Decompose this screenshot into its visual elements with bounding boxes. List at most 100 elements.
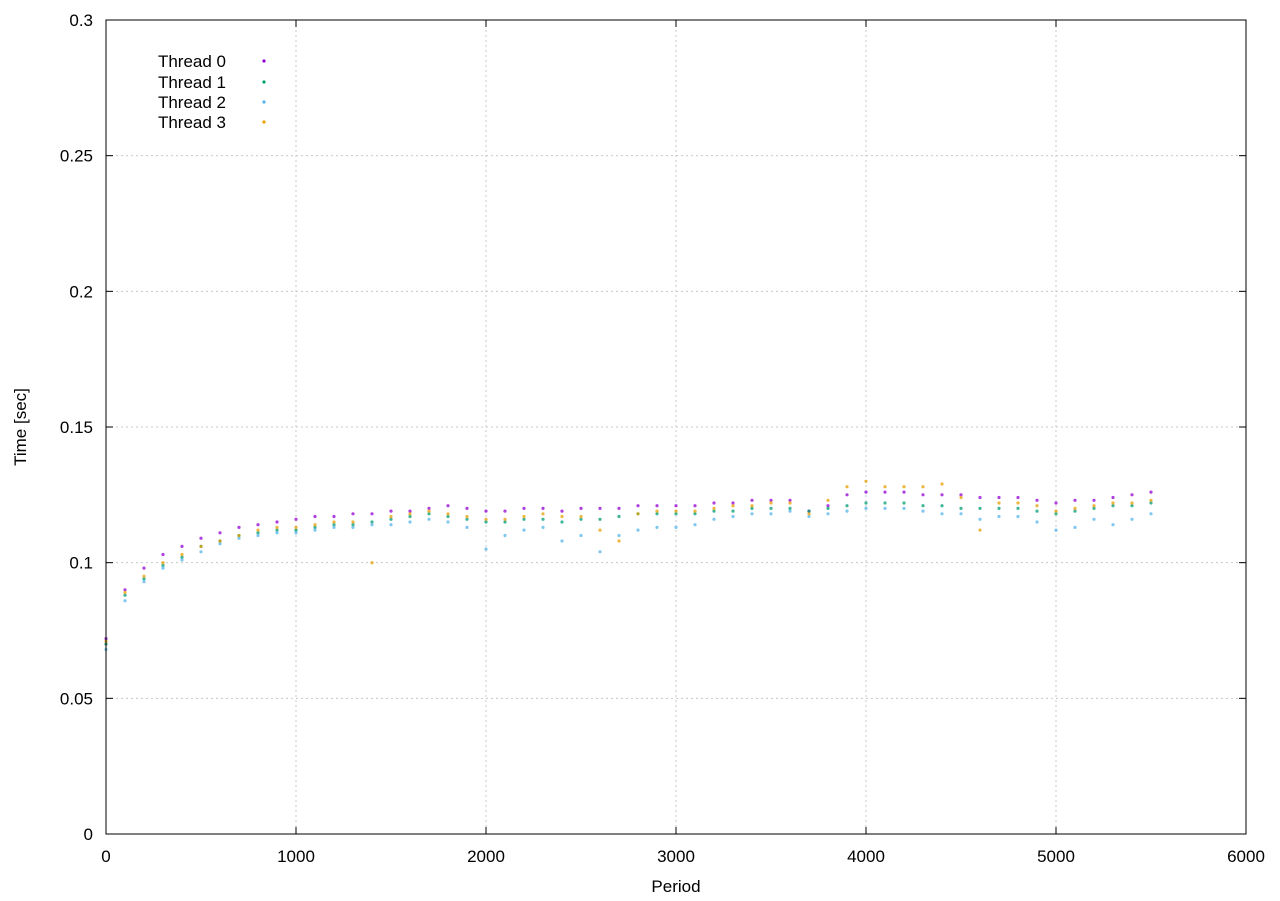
data-point [959,512,963,516]
data-point [503,509,507,513]
series-thread-0 [104,490,1153,641]
data-point [598,550,602,554]
data-point [427,517,431,521]
data-point [1149,501,1153,505]
data-point [503,533,507,538]
data-point [1035,504,1039,508]
data-point [902,485,906,489]
data-point [541,525,545,530]
data-point [313,525,317,530]
data-point [826,506,830,510]
data-point [1130,493,1134,497]
data-point [123,590,127,595]
data-point [218,539,222,543]
data-point [807,514,811,519]
data-point [940,493,944,497]
grid-lines [106,20,1246,834]
data-point [1016,506,1020,510]
x-tick-label: 4000 [847,847,885,866]
data-point [1111,501,1115,505]
data-point [617,539,621,543]
data-point [503,520,507,524]
data-point [826,512,830,516]
data-point [389,509,393,513]
data-point [370,512,374,516]
y-tick-label: 0.1 [69,554,93,573]
data-point [788,509,792,513]
axis-ticks [105,19,1247,835]
legend: Thread 0 Thread 1 Thread 2 Thread 3 [158,52,266,132]
data-point [351,512,355,516]
data-point [1149,490,1153,494]
data-point [655,509,659,513]
data-point [902,506,906,510]
data-point [750,506,754,510]
data-point [484,509,488,513]
data-point [674,504,678,508]
data-point [940,504,944,508]
data-point [560,520,564,524]
data-point [731,509,735,513]
data-point [237,536,241,540]
data-point [313,523,317,527]
data-point [332,523,336,527]
data-point [446,520,450,524]
series-thread-1 [104,501,1153,646]
x-tick-label: 2000 [467,847,505,866]
data-point [123,588,127,592]
data-point [769,501,773,505]
data-point [883,490,887,494]
data-point [693,523,697,527]
series-thread-3 [104,479,1153,644]
data-point [541,517,545,521]
data-point [978,517,982,521]
data-point [1035,520,1039,524]
data-point [313,528,317,532]
data-point [142,580,146,584]
data-point [1130,501,1134,505]
data-point [1073,498,1077,502]
data-point [959,495,963,500]
data-point [883,506,887,510]
data-point [161,563,165,568]
data-point [294,517,298,521]
data-point [940,512,944,516]
data-point [712,506,716,510]
data-point [978,495,982,500]
data-point [123,599,127,603]
data-point [389,523,393,527]
data-point [997,506,1001,510]
data-point [769,506,773,510]
data-point [142,574,146,578]
data-point [579,533,583,538]
data-point [484,517,488,521]
data-point [712,509,716,513]
data-point [750,498,754,502]
data-point [864,490,868,494]
data-point [427,512,431,516]
data-point [864,501,868,505]
data-point [275,531,279,535]
data-point [142,577,146,581]
data-point [522,514,526,519]
data-point [769,498,773,502]
data-point [180,552,184,557]
data-point [598,506,602,510]
data-point [1073,525,1077,530]
data-point [1054,528,1058,532]
data-point [1054,512,1058,516]
data-point [959,506,963,510]
data-point [408,512,412,516]
data-point [541,506,545,510]
data-point [446,504,450,508]
data-point [655,525,659,530]
data-point [978,506,982,510]
x-tick-labels: 0 1000 2000 3000 4000 5000 6000 [101,847,1265,866]
data-point [617,514,621,519]
data-point [636,512,640,516]
data-point [465,506,469,510]
data-point [674,525,678,530]
x-axis-title: Period [651,877,700,896]
data-point [731,514,735,519]
data-point [351,520,355,524]
